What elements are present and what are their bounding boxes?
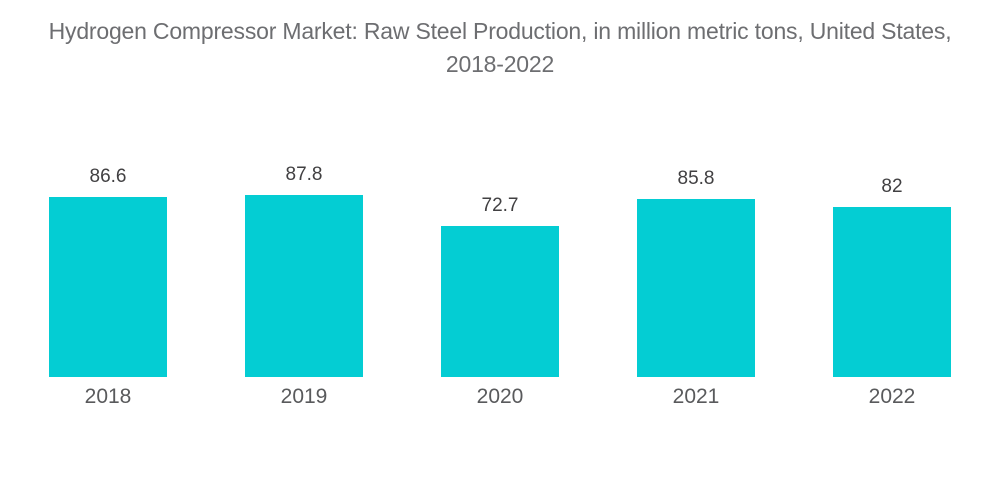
bar-column: 86.6: [49, 166, 167, 377]
bar-column: 82: [833, 176, 951, 377]
bar-2018: [49, 197, 167, 377]
bar-2021: [637, 199, 755, 377]
bars-row: 86.6 87.8 72.7 85.8 82: [0, 81, 1000, 377]
category-label: 2019: [280, 385, 328, 408]
bar-column: 85.8: [637, 168, 755, 377]
bar-value-label: 85.8: [677, 168, 715, 189]
category-axis: 2018 2019 2020 2021 2022: [0, 384, 1000, 409]
bar-column: 72.7: [441, 195, 559, 377]
bar-value-label: 72.7: [481, 195, 519, 216]
category-label: 2021: [672, 385, 720, 408]
category-label: 2022: [868, 385, 916, 408]
category-label: 2018: [84, 385, 132, 408]
bar-column: 87.8: [245, 164, 363, 377]
bar-2020: [441, 226, 559, 377]
bar-2019: [245, 195, 363, 377]
bar-value-label: 86.6: [89, 166, 127, 187]
plot-area: 86.6 87.8 72.7 85.8 82 2018 2019 2020 2021 2022: [0, 81, 1000, 409]
category-label: 2020: [476, 385, 524, 408]
bar-2022: [833, 207, 951, 377]
bar-value-label: 82: [881, 176, 903, 197]
chart-title-line-2: 2018-2022: [445, 51, 555, 77]
chart-title-line-1: Hydrogen Compressor Market: Raw Steel Pr…: [48, 18, 952, 44]
chart-title: Hydrogen Compressor Market: Raw Steel Pr…: [0, 0, 1000, 81]
bar-value-label: 87.8: [285, 164, 323, 185]
